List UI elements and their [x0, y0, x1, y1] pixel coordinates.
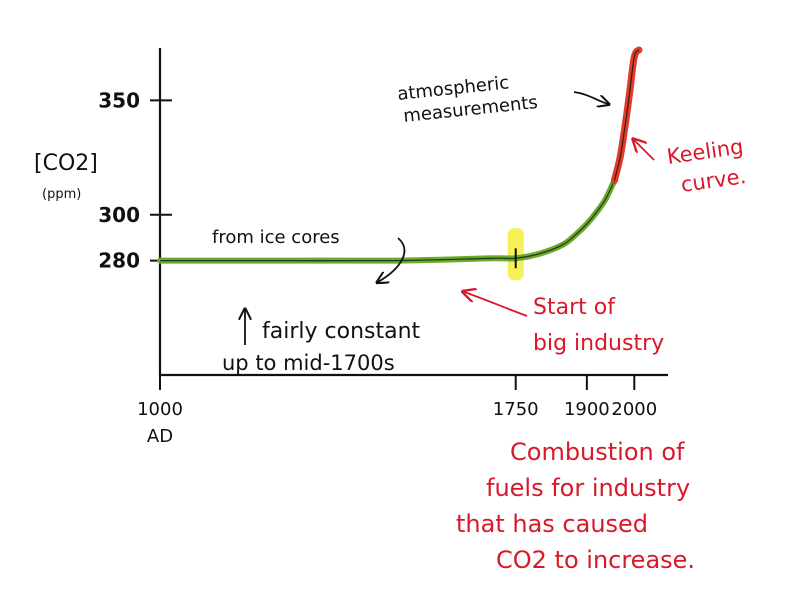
ice-core-series-line: [157, 177, 618, 264]
industry-start-arrow: [464, 292, 528, 317]
x-tick-label-2000: 2000: [611, 399, 657, 420]
x-tick-label-1000: 1000: [137, 399, 183, 420]
ice-cores-annotation: from ice cores: [212, 227, 340, 248]
x-tick-label-1900: 1900: [564, 399, 610, 420]
keeling-annotation-line1: Keeling: [665, 134, 744, 168]
y-axis-unit: (ppm): [42, 187, 81, 202]
x-tick-label-1750: 1750: [493, 399, 539, 420]
y-tick-label-350: 350: [98, 88, 140, 112]
combustion-note-line4: CO2 to increase.: [496, 546, 695, 574]
keeling-annotation-line2: curve.: [679, 164, 747, 197]
combustion-note-line2: fuels for industry: [486, 474, 690, 502]
fairly-constant-annotation-line1: fairly constant: [262, 319, 421, 344]
keeling-arrow: [634, 140, 655, 161]
combustion-note-line1: Combustion of: [510, 438, 685, 466]
y-tick-label-300: 300: [98, 203, 140, 227]
industry-start-annotation-line2: big industry: [533, 331, 664, 356]
combustion-note-line3: that has caused: [456, 510, 648, 538]
fairly-constant-annotation-line2: up to mid-1700s: [222, 351, 395, 375]
industry-start-annotation-line1: Start of: [533, 295, 616, 320]
combustion-note: Combustion of fuels for industry that ha…: [456, 438, 695, 574]
x-tick-sublabel-1000: AD: [147, 426, 173, 447]
y-axis-label: [CO2]: [34, 151, 98, 176]
y-tick-label-280: 280: [98, 249, 140, 273]
atmospheric-arrow: [573, 91, 608, 104]
atmospheric-series-ink: [613, 49, 640, 181]
ice-cores-arrow: [378, 237, 406, 282]
